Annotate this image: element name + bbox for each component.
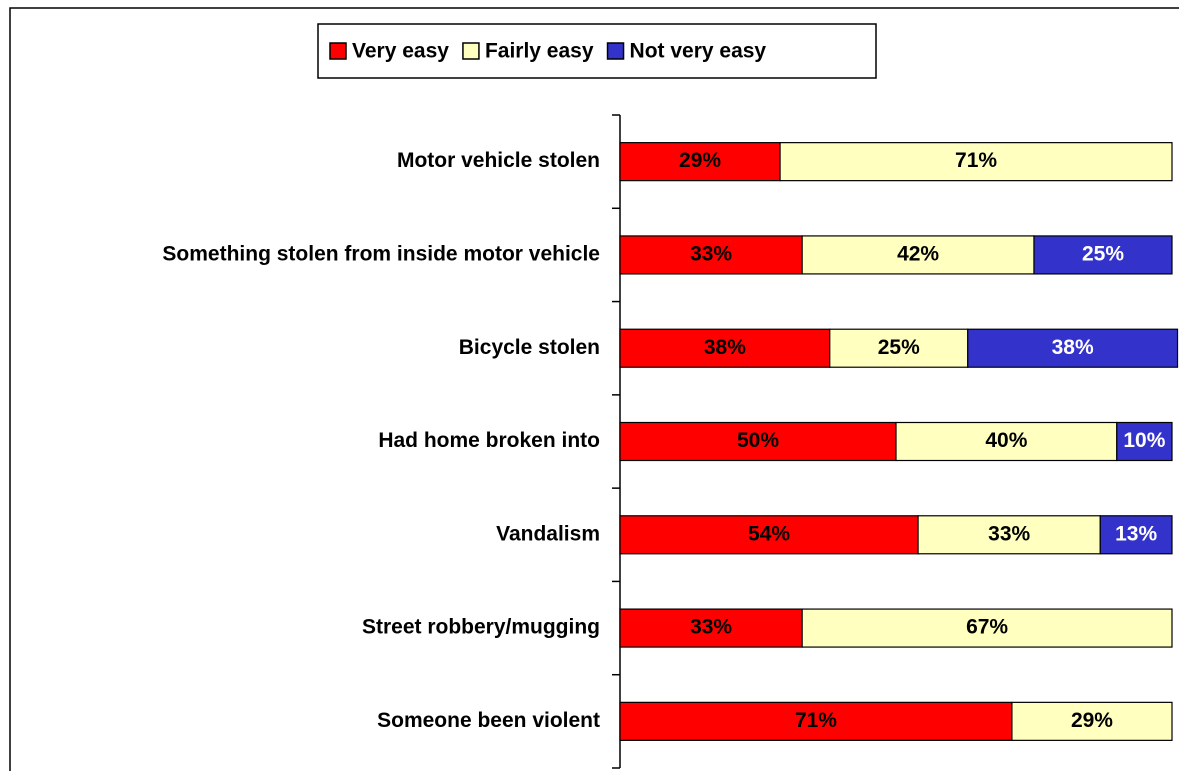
- data-label: 67%: [966, 616, 1008, 639]
- data-label: 71%: [955, 149, 997, 172]
- category-label: Vandalism: [496, 522, 600, 545]
- bar-segment: [1011, 701, 1173, 741]
- category-label: Bicycle stolen: [459, 336, 600, 359]
- data-label: 33%: [690, 616, 732, 639]
- bar-segment: [619, 235, 803, 275]
- bar-segment: [1116, 421, 1173, 462]
- legend: Very easy Fairly easy Not very easy: [329, 40, 767, 63]
- legend-swatch: [606, 42, 625, 60]
- data-label: 25%: [878, 336, 920, 359]
- chart-frame: [9, 7, 1179, 771]
- data-label: 40%: [985, 429, 1027, 452]
- legend-swatch: [329, 42, 347, 60]
- legend-label: Very easy: [352, 40, 449, 63]
- legend-label: Not very easy: [630, 40, 767, 63]
- category-label: Someone been violent: [377, 709, 600, 732]
- data-label: 38%: [1052, 336, 1094, 359]
- bar-segment: [619, 701, 1013, 741]
- data-label: 13%: [1115, 522, 1157, 545]
- bar-segment: [1099, 515, 1173, 555]
- data-label: 25%: [1082, 242, 1124, 265]
- category-label: Motor vehicle stolen: [397, 149, 600, 172]
- category-label: Had home broken into: [378, 429, 600, 452]
- legend-swatch: [462, 42, 480, 60]
- bar-segment: [619, 515, 919, 555]
- data-label: 54%: [748, 522, 790, 545]
- data-label: 38%: [704, 336, 746, 359]
- data-label: 50%: [737, 429, 779, 452]
- bar-segment: [619, 421, 897, 462]
- legend-box: [317, 23, 877, 79]
- data-label: 33%: [690, 242, 732, 265]
- data-label: 71%: [795, 709, 837, 732]
- bar-segment: [619, 142, 781, 182]
- category-label: Street robbery/mugging: [362, 616, 600, 639]
- bar-segment: [895, 421, 1118, 462]
- bar-segment: [829, 328, 969, 368]
- bar-segment: [967, 328, 1179, 368]
- data-label: 29%: [1071, 709, 1113, 732]
- bar-segment: [801, 235, 1035, 275]
- bar-segment: [1033, 235, 1173, 275]
- legend-label: Fairly easy: [485, 40, 594, 63]
- category-label: Something stolen from inside motor vehic…: [162, 242, 600, 265]
- bar-segment: [619, 608, 803, 648]
- bar-segment: [801, 608, 1173, 648]
- data-label: 10%: [1123, 429, 1165, 452]
- bar-segment: [779, 142, 1173, 182]
- data-label: 29%: [679, 149, 721, 172]
- bar-segment: [619, 328, 831, 368]
- data-label: 42%: [897, 242, 939, 265]
- data-label: 33%: [988, 522, 1030, 545]
